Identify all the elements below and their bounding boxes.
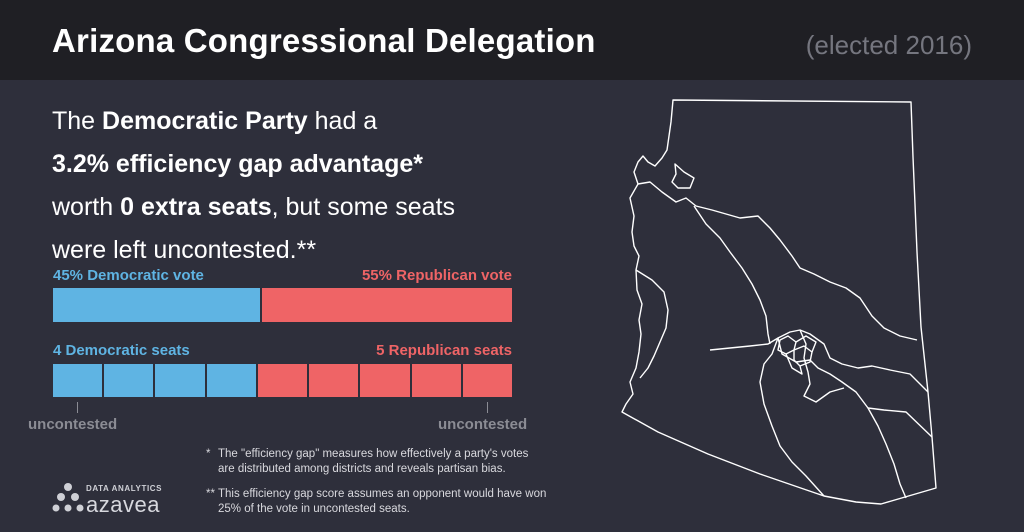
state-outline <box>621 99 937 505</box>
district-boundary-2 <box>671 163 695 189</box>
uncontested-tick-left <box>77 402 78 413</box>
footnote-1: * The "efficiency gap" measures how effec… <box>206 448 529 475</box>
seat-republican-2 <box>309 364 359 397</box>
footnote-2: ** This efficiency gap score assumes an o… <box>206 488 547 515</box>
seat-democratic-2 <box>104 364 154 397</box>
district-boundary-1 <box>637 181 918 341</box>
phoenix-district-a <box>777 335 797 355</box>
district-boundary-8 <box>799 329 845 403</box>
district-boundary-7 <box>759 337 825 497</box>
summary-line-3: worth 0 extra seats, but some seats <box>52 193 456 221</box>
seat-democratic-3 <box>155 364 205 397</box>
district-boundary-6 <box>777 337 907 499</box>
azavea-logo-icon <box>52 483 84 512</box>
seat-democratic-1 <box>53 364 103 397</box>
dem-vote-label: 45% Democratic vote <box>53 267 204 284</box>
vote-bar-democratic <box>53 288 260 322</box>
page-subtitle: (elected 2016) <box>805 30 972 60</box>
logo-subtitle: DATA ANALYTICS <box>86 484 163 493</box>
uncontested-label-right: uncontested <box>438 416 528 433</box>
district-boundary-9 <box>867 407 933 438</box>
header-bar: Arizona Congressional Delegation (electe… <box>0 0 1024 80</box>
page-title: Arizona Congressional Delegation <box>52 22 596 59</box>
summary-line-2: 3.2% efficiency gap advantage* <box>52 150 423 178</box>
rep-seats-label: 5 Republican seats <box>376 342 512 359</box>
summary-text: The Democratic Party had a 3.2% efficien… <box>52 100 552 272</box>
summary-line-4: were left uncontested.** <box>52 236 317 264</box>
uncontested-tick-right <box>487 402 488 413</box>
seat-republican-1 <box>257 364 308 397</box>
district-boundary-5 <box>709 329 929 393</box>
logo-wordmark: azavea <box>86 492 160 517</box>
phoenix-district-d <box>785 353 803 375</box>
summary-line-1: The Democratic Party had a <box>52 107 378 135</box>
seat-democratic-4 <box>206 364 256 397</box>
uncontested-label-left: uncontested <box>28 416 118 433</box>
phoenix-district-c <box>795 335 817 353</box>
district-boundary-3 <box>693 205 771 345</box>
rep-vote-label: 55% Republican vote <box>361 267 512 284</box>
seat-republican-3 <box>360 364 410 397</box>
seat-republican-5 <box>462 364 512 397</box>
phoenix-district-b <box>793 345 813 367</box>
vote-bar-republican <box>261 288 512 322</box>
dem-seats-label: 4 Democratic seats <box>53 342 190 359</box>
district-boundary-4 <box>635 269 669 379</box>
arizona-district-map <box>621 99 937 505</box>
seat-republican-4 <box>411 364 461 397</box>
